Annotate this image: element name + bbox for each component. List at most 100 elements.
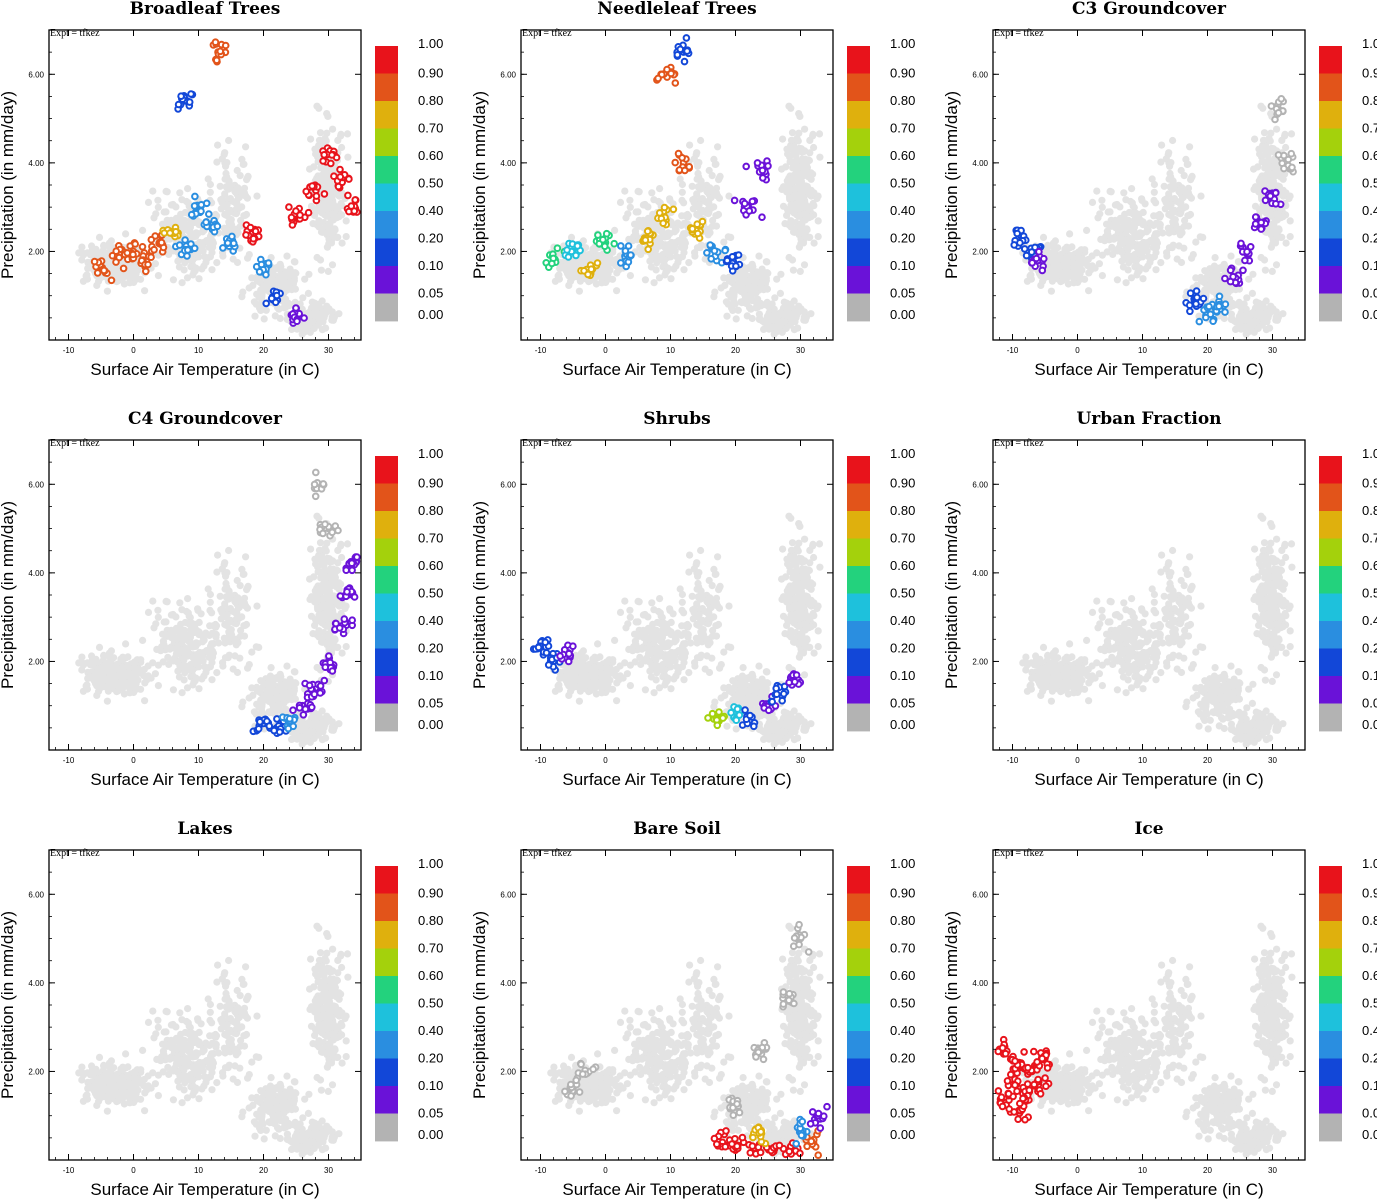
data-point bbox=[730, 196, 739, 205]
background-point bbox=[280, 699, 288, 707]
background-point bbox=[810, 202, 818, 210]
background-point bbox=[100, 242, 108, 250]
background-point bbox=[771, 294, 779, 302]
background-point bbox=[641, 276, 650, 284]
background-point bbox=[1132, 210, 1140, 218]
background-point bbox=[748, 296, 756, 305]
colorbar-label: 0.80 bbox=[1362, 93, 1377, 108]
background-point bbox=[195, 685, 203, 693]
background-point bbox=[1107, 188, 1115, 196]
background-point bbox=[1153, 212, 1162, 220]
background-point bbox=[154, 196, 162, 204]
data-point bbox=[659, 219, 668, 227]
background-point bbox=[1139, 275, 1147, 283]
data-point bbox=[334, 182, 343, 191]
background-point bbox=[634, 208, 642, 216]
data-point bbox=[688, 225, 697, 233]
background-point bbox=[1245, 316, 1253, 324]
background-point bbox=[103, 697, 111, 705]
background-point bbox=[117, 271, 125, 279]
background-point bbox=[168, 201, 176, 209]
colorbar-swatch bbox=[375, 211, 398, 239]
background-point bbox=[223, 569, 231, 577]
background-point bbox=[233, 668, 242, 677]
background-point bbox=[626, 196, 634, 204]
background-point bbox=[265, 708, 273, 716]
background-point bbox=[711, 288, 719, 296]
background-point bbox=[744, 283, 752, 291]
y-axis-label: Precipitation (in mm/day) bbox=[942, 91, 961, 279]
background-point bbox=[1272, 170, 1280, 178]
colorbar-label: 0.20 bbox=[1362, 231, 1377, 246]
data-point bbox=[694, 229, 702, 238]
data-point bbox=[202, 199, 211, 208]
data-point bbox=[1221, 308, 1229, 316]
background-point bbox=[726, 277, 735, 285]
x-tick-label: -10 bbox=[535, 346, 547, 355]
data-point bbox=[216, 47, 225, 56]
background-point bbox=[206, 598, 214, 606]
background-point bbox=[114, 687, 122, 695]
panel-title: C3 Groundcover bbox=[1072, 0, 1227, 19]
background-point bbox=[93, 658, 102, 666]
data-point bbox=[1020, 245, 1029, 253]
background-point bbox=[184, 185, 192, 193]
background-point bbox=[242, 210, 251, 219]
colorbar-swatch bbox=[847, 293, 870, 322]
colorbar-label: 0.60 bbox=[418, 148, 443, 163]
background-point bbox=[183, 274, 192, 282]
background-point bbox=[239, 288, 247, 296]
background-point bbox=[745, 263, 753, 271]
background-point bbox=[680, 266, 688, 274]
data-point bbox=[212, 56, 221, 65]
colorbar-swatch bbox=[847, 238, 870, 267]
colorbar: 1.000.900.800.700.600.500.400.200.100.05… bbox=[1319, 36, 1377, 322]
data-point bbox=[262, 299, 271, 308]
background-point bbox=[209, 622, 218, 630]
background-point bbox=[338, 239, 346, 247]
data-point bbox=[641, 236, 650, 244]
background-point bbox=[326, 223, 334, 231]
colorbar-label: 0.90 bbox=[1362, 66, 1377, 81]
colorbar-swatch bbox=[375, 238, 398, 267]
background-point bbox=[613, 287, 621, 295]
data-point bbox=[732, 262, 740, 270]
data-point bbox=[676, 45, 685, 54]
data-point bbox=[246, 223, 255, 232]
x-tick-label: 30 bbox=[324, 346, 333, 355]
background-point bbox=[163, 188, 171, 196]
background-point bbox=[1085, 287, 1093, 295]
background-point bbox=[680, 219, 689, 227]
data-point bbox=[548, 259, 556, 268]
data-point bbox=[703, 249, 711, 257]
colorbar-label: 0.00 bbox=[890, 307, 915, 322]
background-point bbox=[154, 272, 162, 280]
background-point bbox=[290, 668, 298, 676]
background-point bbox=[201, 663, 209, 671]
data-point bbox=[667, 69, 675, 78]
background-point bbox=[254, 687, 262, 696]
data-point bbox=[177, 92, 185, 100]
data-point bbox=[682, 34, 691, 42]
background-point bbox=[1163, 249, 1171, 257]
background-point bbox=[800, 313, 808, 321]
background-point bbox=[1070, 279, 1078, 287]
background-point bbox=[679, 232, 687, 240]
data-point bbox=[221, 41, 230, 50]
background-point bbox=[1211, 254, 1219, 262]
background-point bbox=[314, 204, 322, 212]
background-point bbox=[748, 314, 756, 323]
background-point bbox=[276, 706, 284, 715]
data-point bbox=[308, 182, 317, 190]
background-point bbox=[1177, 166, 1185, 175]
data-point bbox=[671, 79, 680, 87]
background-point bbox=[216, 182, 224, 190]
background-point bbox=[1152, 219, 1160, 227]
x-tick-label: 10 bbox=[666, 346, 675, 355]
background-point bbox=[322, 202, 330, 210]
background-point bbox=[1189, 251, 1197, 259]
data-point bbox=[1186, 307, 1194, 316]
background-point bbox=[1112, 201, 1120, 209]
background-point bbox=[205, 653, 213, 661]
data-point bbox=[213, 222, 222, 231]
